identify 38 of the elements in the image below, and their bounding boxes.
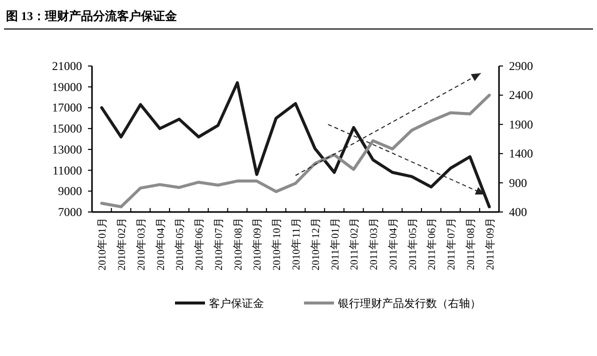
y-tick-label: 15000 xyxy=(52,122,82,136)
x-tick-label: 2011年02月 xyxy=(348,217,361,270)
y2-tick-label: 1900 xyxy=(509,117,533,132)
x-tick-label: 2010年09月 xyxy=(252,217,264,270)
x-tick-label: 2010年01月 xyxy=(96,217,109,270)
x-tick-label: 2010年10月 xyxy=(271,217,284,270)
y-tick-label: 21000 xyxy=(52,59,82,73)
x-tick-label: 2010年11月 xyxy=(290,217,302,270)
y-tick-label: 9000 xyxy=(58,184,82,198)
x-tick-label: 2011年03月 xyxy=(368,217,380,270)
x-tick-label: 2010年05月 xyxy=(174,217,186,270)
legend-label: 银行理财产品发行数（右轴） xyxy=(337,297,481,310)
x-tick-label: 2010年02月 xyxy=(116,217,128,270)
x-tick-label: 2011年07月 xyxy=(446,217,458,270)
x-tick-label: 2011年06月 xyxy=(426,217,438,270)
y2-tick-label: 400 xyxy=(509,205,527,219)
y-tick-label: 19000 xyxy=(52,80,82,94)
x-tick-label: 2011年08月 xyxy=(464,217,477,270)
x-tick-label: 2011年04月 xyxy=(387,217,400,270)
legend-label: 客户保证金 xyxy=(209,297,264,310)
y-tick-label: 17000 xyxy=(52,100,82,115)
y-tick-label: 13000 xyxy=(52,142,82,156)
x-tick-label: 2010年07月 xyxy=(212,217,225,270)
x-tick-label: 2010年03月 xyxy=(135,217,148,270)
x-tick-label: 2010年06月 xyxy=(194,217,206,270)
chart-title: 图 13：理财产品分流客户保证金 xyxy=(6,9,178,23)
x-tick-label: 2010年08月 xyxy=(232,217,244,270)
y-tick-label: 11000 xyxy=(52,163,82,178)
x-tick-label: 2010年04月 xyxy=(154,217,167,270)
y2-tick-label: 1400 xyxy=(509,146,533,161)
x-tick-label: 2011年05月 xyxy=(406,217,419,270)
x-tick-label: 2011年01月 xyxy=(329,217,342,270)
y2-tick-label: 2900 xyxy=(509,59,533,73)
x-tick-label: 2011年09月 xyxy=(484,217,496,270)
y2-tick-label: 900 xyxy=(509,176,527,190)
y-tick-label: 7000 xyxy=(58,205,82,219)
x-tick-label: 2010年12月 xyxy=(310,217,322,270)
y2-tick-label: 2400 xyxy=(509,88,533,102)
